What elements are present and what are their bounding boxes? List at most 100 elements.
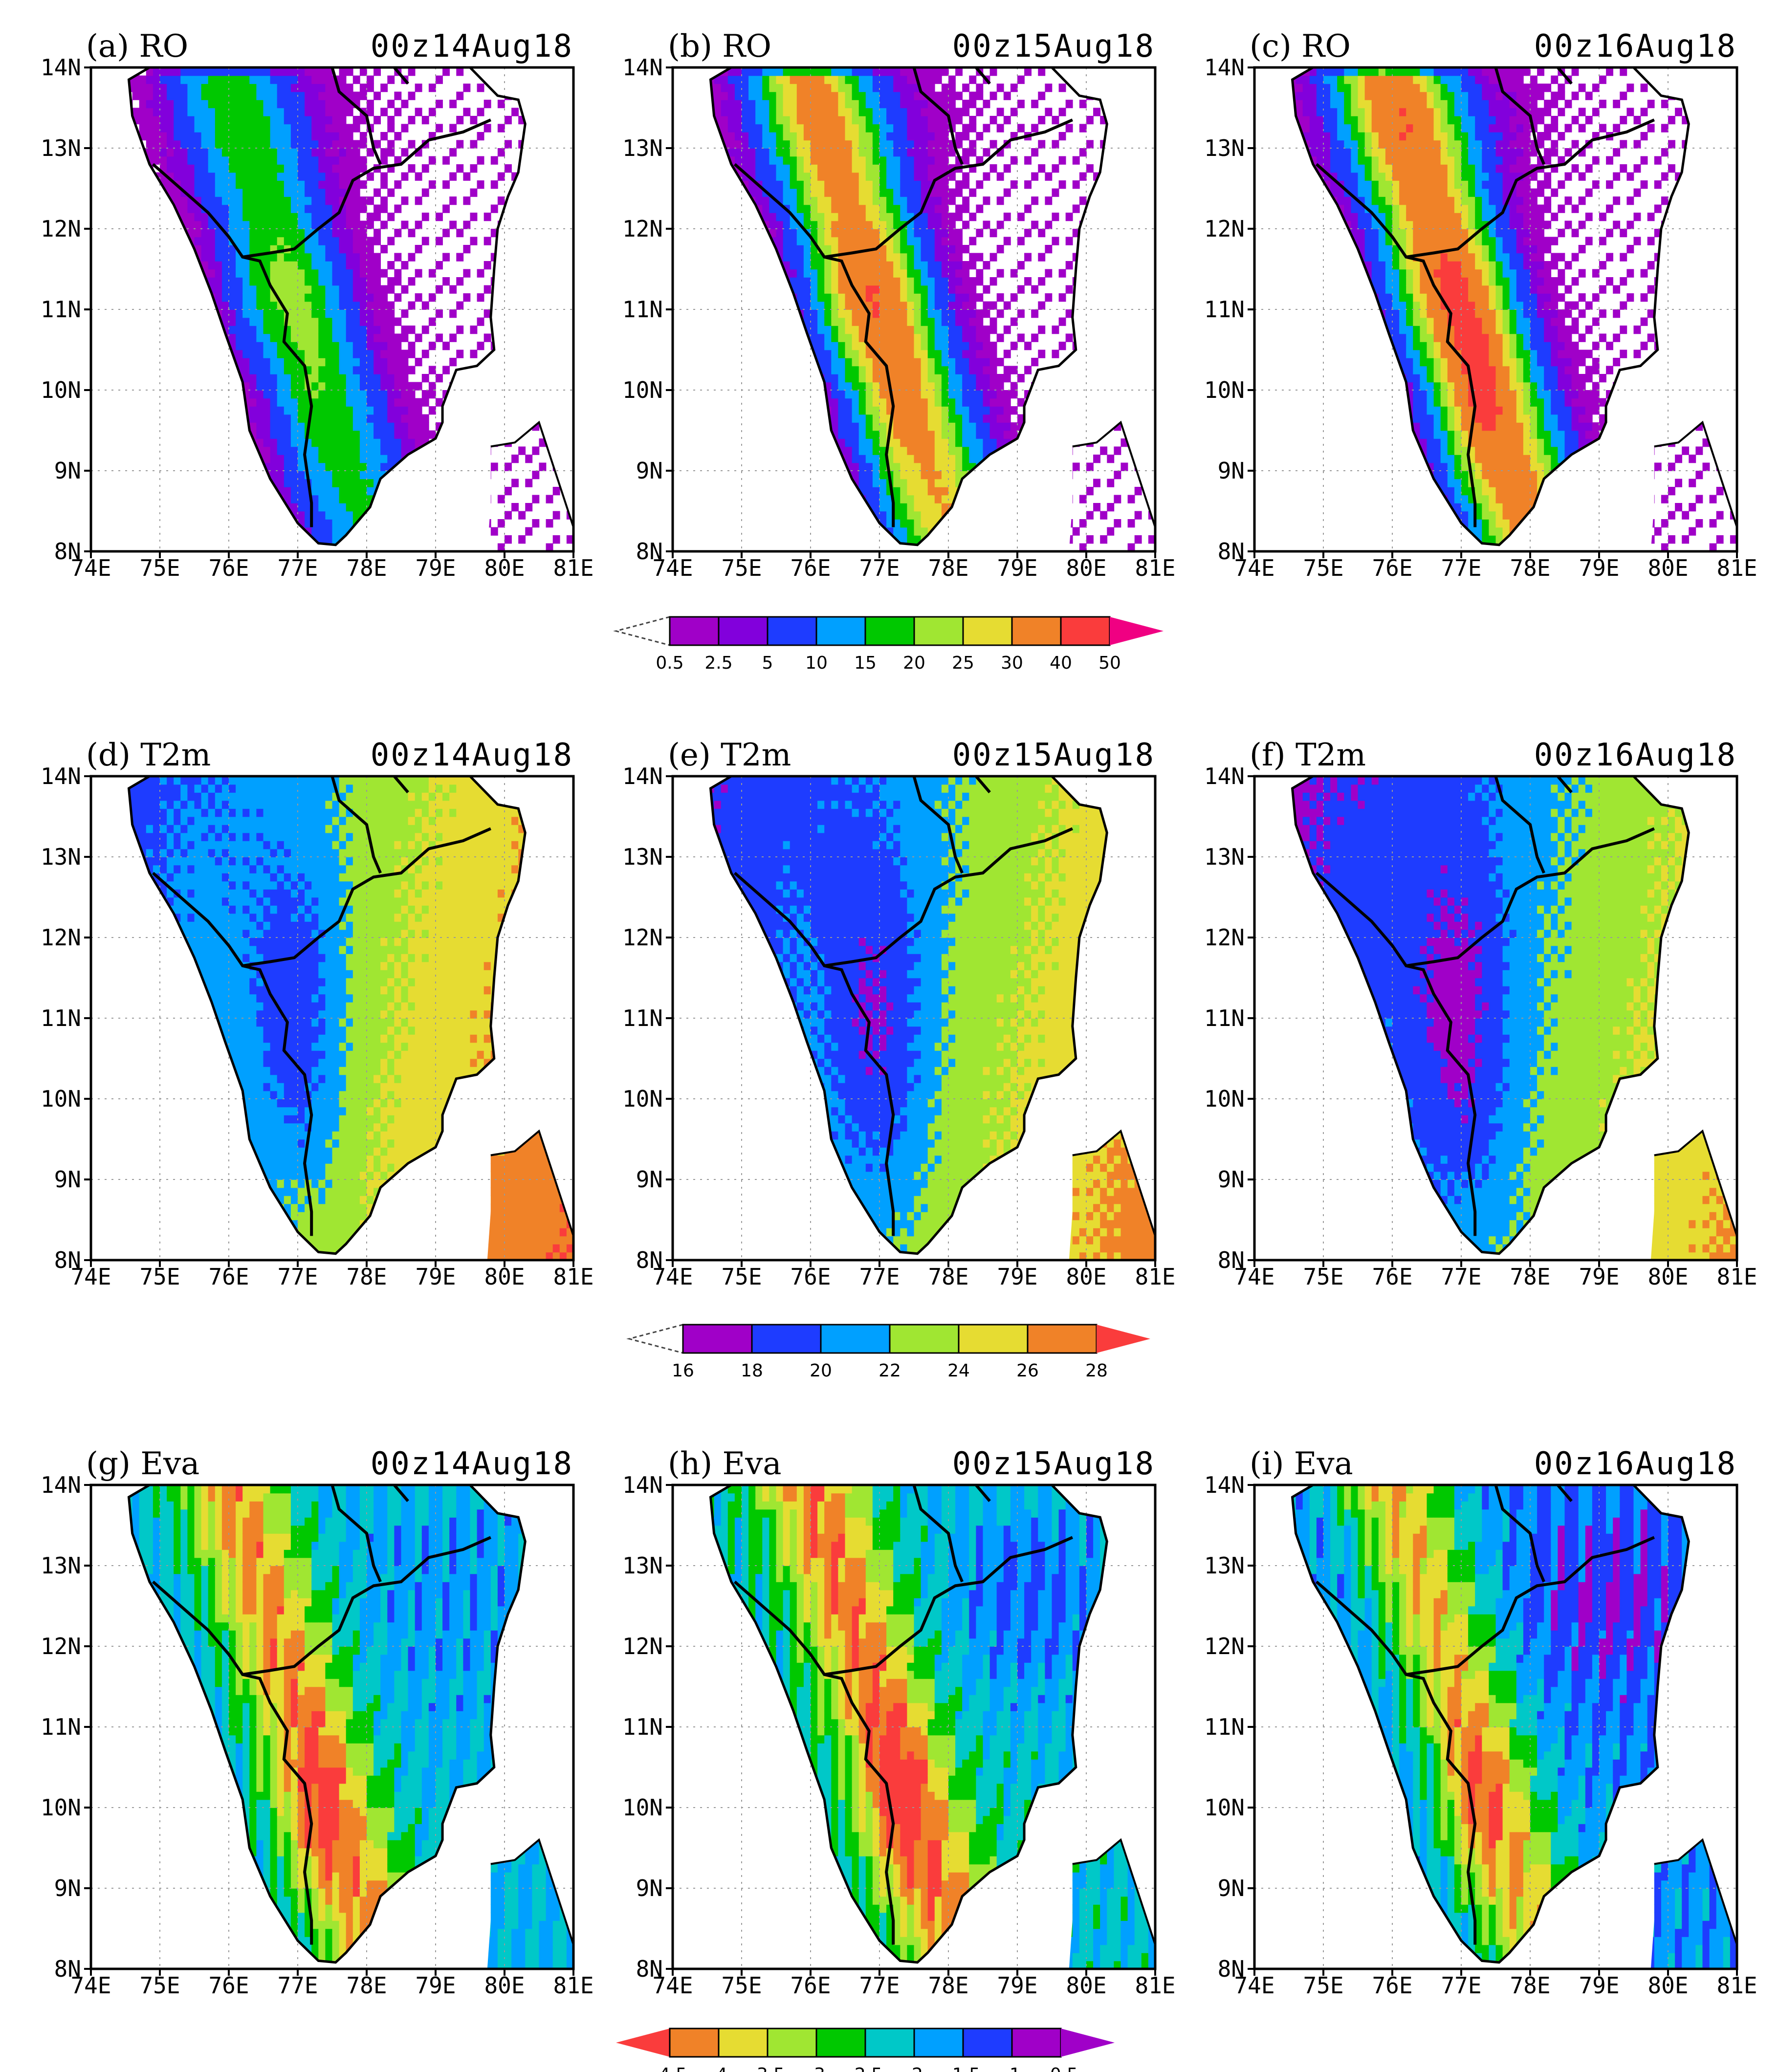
lat-tick-label: 14N xyxy=(1204,54,1245,81)
lon-tick-label: 74E xyxy=(1234,1264,1274,1290)
lat-tick-label: 9N xyxy=(636,1875,663,1901)
lat-tick-label: 12N xyxy=(41,216,81,242)
lon-tick-label: 79E xyxy=(997,1972,1037,1999)
lon-tick-label: 80E xyxy=(1066,1264,1106,1290)
colorbar-label: 26 xyxy=(1016,1361,1039,1381)
colorbar-swatch xyxy=(1011,2028,1062,2058)
lat-tick-label: 10N xyxy=(41,1086,81,1112)
lon-tick-label: 80E xyxy=(484,1264,525,1290)
panel-time: 00z14Aug18 xyxy=(371,737,573,773)
lat-tick-label: 11N xyxy=(1204,1005,1245,1031)
colorbar-swatch xyxy=(669,616,720,646)
state-border xyxy=(733,163,895,527)
colorbar-swatch xyxy=(815,2028,866,2058)
lat-tick-label: 14N xyxy=(41,763,81,789)
panel-time: 00z14Aug18 xyxy=(371,1446,573,1482)
panel-time: 00z14Aug18 xyxy=(371,28,573,65)
colorbar-max-arrow xyxy=(1097,1325,1150,1353)
state-border xyxy=(393,1484,409,1502)
sri-lanka-coastline xyxy=(1072,1129,1156,1237)
lat-tick-label: 12N xyxy=(622,1633,663,1659)
lat-tick-label: 9N xyxy=(54,1875,81,1901)
coastline xyxy=(1291,775,1690,1255)
lon-tick-label: 76E xyxy=(790,1264,831,1290)
lat-tick-label: 8N xyxy=(1218,538,1245,565)
lat-tick-label: 9N xyxy=(636,458,663,484)
colorbar-label: -1 xyxy=(1003,2065,1021,2072)
lon-tick-label: 81E xyxy=(1135,555,1175,581)
lat-tick-label: 9N xyxy=(1218,458,1245,484)
grid-lines xyxy=(673,776,1155,1260)
lat-tick-label: 11N xyxy=(41,1714,81,1740)
map-panel-c: 8N 9N 10N 11N 12N 13N 14N 74E 75E 76E 77E 78E 79E 80E… xyxy=(1204,28,1757,581)
state-border xyxy=(1557,66,1573,85)
lat-tick-label: 11N xyxy=(41,1005,81,1031)
lat-tick-label: 9N xyxy=(1218,1875,1245,1901)
colorbar-eva: -4.5 -4 -3.5 -3 -2.5 -2 -1.5 -1 -0.5 xyxy=(616,2028,1115,2072)
panel-title: (e) T2m xyxy=(668,737,791,773)
lon-tick-label: 78E xyxy=(1510,1264,1550,1290)
lon-tick-label: 76E xyxy=(790,1972,831,1999)
colorbar-t2m: 16 18 20 22 24 26 28 xyxy=(626,1324,1150,1381)
panel-time: 00z15Aug18 xyxy=(952,737,1155,773)
map-panel-f: 8N 9N 10N 11N 12N 13N 14N 74E 75E 76E 77E 78E 79E 80E… xyxy=(1204,737,1757,1290)
lon-tick-label: 78E xyxy=(928,555,968,581)
lat-tick-label: 13N xyxy=(41,135,81,161)
lat-tick-label: 8N xyxy=(1218,1247,1245,1273)
state-border xyxy=(1406,827,1655,967)
lon-tick-label: 76E xyxy=(1372,1264,1412,1290)
state-border xyxy=(1315,163,1477,527)
lat-tick-label: 12N xyxy=(1204,1633,1245,1659)
colorbar-label: 50 xyxy=(1098,653,1121,673)
lat-tick-label: 13N xyxy=(1204,135,1245,161)
lon-tick-label: 74E xyxy=(1234,555,1274,581)
map-panel-d: 8N 9N 10N 11N 12N 13N 14N 74E 75E 76E 77E 78E 79E 80E… xyxy=(41,737,594,1290)
lat-tick-label: 9N xyxy=(1218,1166,1245,1193)
lat-tick-label: 12N xyxy=(41,1633,81,1659)
colorbar-min-arrow xyxy=(626,1324,683,1354)
map-panel-e: 8N 9N 10N 11N 12N 13N 14N 74E 75E 76E 77E 78E 79E 80E… xyxy=(622,737,1176,1290)
map-panel-b: 8N 9N 10N 11N 12N 13N 14N 74E 75E 76E 77E 78E 79E 80E… xyxy=(622,28,1176,581)
lat-tick-label: 9N xyxy=(54,458,81,484)
lat-tick-label: 12N xyxy=(622,924,663,951)
lat-tick-label: 9N xyxy=(54,1166,81,1193)
panel-title: (b) RO xyxy=(668,28,771,65)
colorbar-swatch xyxy=(718,616,769,646)
lon-tick-label: 80E xyxy=(484,1972,525,1999)
state-border xyxy=(824,1536,1074,1676)
panel-time: 00z15Aug18 xyxy=(952,28,1155,65)
colorbar-label: 15 xyxy=(854,653,877,673)
panel-time: 00z16Aug18 xyxy=(1534,1446,1737,1482)
lon-tick-label: 75E xyxy=(139,1972,180,1999)
lon-tick-label: 78E xyxy=(346,1972,387,1999)
grid-lines xyxy=(1254,67,1737,551)
lon-tick-label: 76E xyxy=(208,1264,249,1290)
lon-tick-label: 78E xyxy=(1510,1972,1550,1999)
state-border xyxy=(393,775,409,793)
panel-time: 00z15Aug18 xyxy=(952,1446,1155,1482)
lon-tick-label: 78E xyxy=(928,1264,968,1290)
map-panel-a: 8N 9N 10N 11N 12N 13N 14N 74E 75E 76E 77E 78E 79E 80E… xyxy=(41,28,594,581)
lon-tick-label: 74E xyxy=(70,1972,111,1999)
state-border xyxy=(1557,1484,1573,1502)
colorbar-label: 18 xyxy=(741,1361,763,1381)
lon-tick-label: 76E xyxy=(1372,1972,1412,1999)
state-border xyxy=(242,1536,492,1676)
state-border xyxy=(152,1580,313,1945)
lon-tick-label: 77E xyxy=(1441,1972,1481,1999)
lat-tick-label: 14N xyxy=(1204,1472,1245,1498)
lat-tick-label: 9N xyxy=(636,1166,663,1193)
map-panel-h: 8N 9N 10N 11N 12N 13N 14N 74E 75E 76E 77E 78E 79E 80E… xyxy=(622,1446,1176,1999)
lat-tick-label: 8N xyxy=(54,538,81,565)
lon-tick-label: 77E xyxy=(859,1264,900,1290)
lat-tick-label: 10N xyxy=(622,377,663,403)
lon-tick-label: 78E xyxy=(346,1264,387,1290)
lat-tick-label: 13N xyxy=(622,135,663,161)
colorbar-label: 24 xyxy=(947,1361,970,1381)
lon-tick-label: 79E xyxy=(1579,1972,1619,1999)
lon-tick-label: 74E xyxy=(1234,1972,1274,1999)
colorbar-swatch xyxy=(864,616,915,646)
map-panel-g: 8N 9N 10N 11N 12N 13N 14N 74E 75E 76E 77E 78E 79E 80E… xyxy=(41,1446,594,1999)
grid-lines xyxy=(91,1485,573,1969)
lon-tick-label: 78E xyxy=(1510,555,1550,581)
